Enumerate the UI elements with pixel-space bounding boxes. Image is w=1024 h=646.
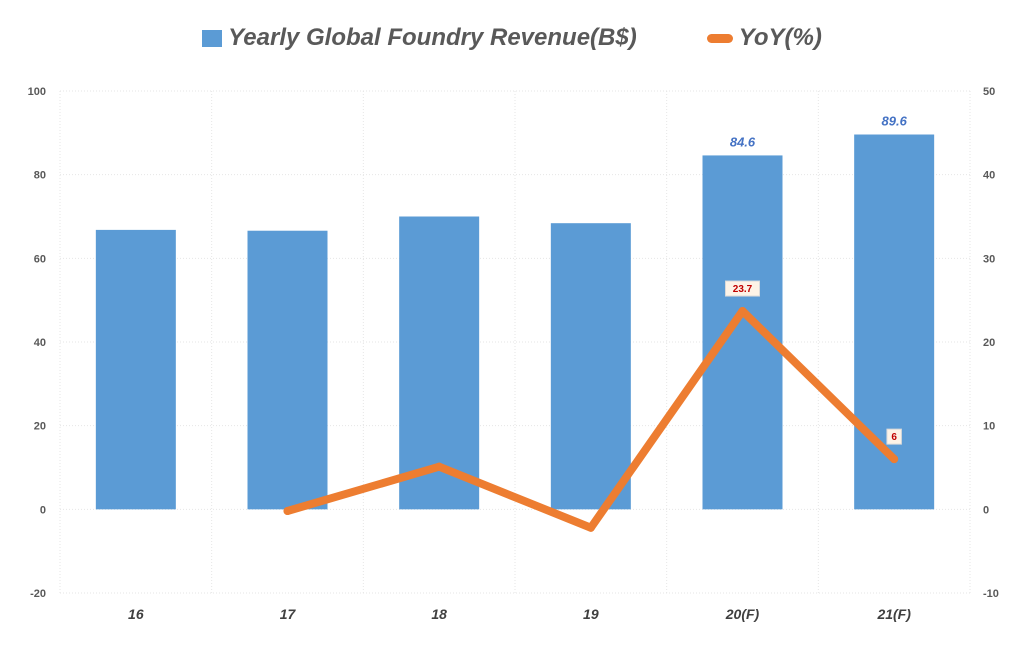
y-left-tick-label: 80 [34,170,46,182]
y-left-tick-label: 20 [34,421,46,433]
bar-data-label: 89.6 [882,114,908,129]
bar [399,216,480,510]
legend-item-yoy: YoY(%) [706,24,822,52]
y-right-tick-label: 40 [983,170,995,182]
legend-label-yoy: YoY(%) [738,24,822,51]
y-right-tick-label: 30 [983,253,995,265]
y-left-tick-label: 0 [40,504,46,516]
bar [702,155,783,510]
y-right-tick-label: 20 [983,337,995,349]
yoy-point [435,462,444,471]
yoy-data-label: 23.7 [733,284,753,295]
yoy-label-box [725,280,760,297]
x-tick-label: 16 [128,606,144,622]
legend-swatch-yoy [706,33,733,43]
x-tick-label: 19 [583,606,599,622]
yoy-point [283,507,292,516]
x-tick-label: 21(F) [876,606,911,622]
bar-data-label: 84.6 [730,134,756,149]
y-right-tick-label: 0 [983,504,989,516]
y-left-tick-label: 100 [28,86,46,98]
yoy-point [586,523,595,532]
bar [95,229,176,510]
y-right-tick-label: 50 [983,86,995,98]
chart-legend: Yearly Global Foundry Revenue(B$) YoY(%) [0,18,1024,58]
y-right-tick-label: 10 [983,421,995,433]
bar [247,230,328,510]
y-left-tick-label: 40 [34,337,46,349]
yoy-point [738,307,747,316]
legend-swatch-revenue [202,29,223,47]
yoy-point [890,455,899,464]
bar [854,134,935,510]
y-left-tick-label: 60 [34,253,46,265]
legend-item-revenue: Yearly Global Foundry Revenue(B$) [202,24,637,52]
bar [550,223,631,510]
legend-label-revenue: Yearly Global Foundry Revenue(B$) [228,24,637,51]
y-right-tick-label: -10 [983,588,999,600]
yoy-label-box [886,428,902,445]
x-tick-label: 20(F) [725,606,760,622]
x-tick-label: 18 [431,606,447,622]
x-tick-label: 17 [280,606,297,622]
yoy-data-label: 6 [891,432,897,443]
y-left-tick-label: -20 [30,588,46,600]
